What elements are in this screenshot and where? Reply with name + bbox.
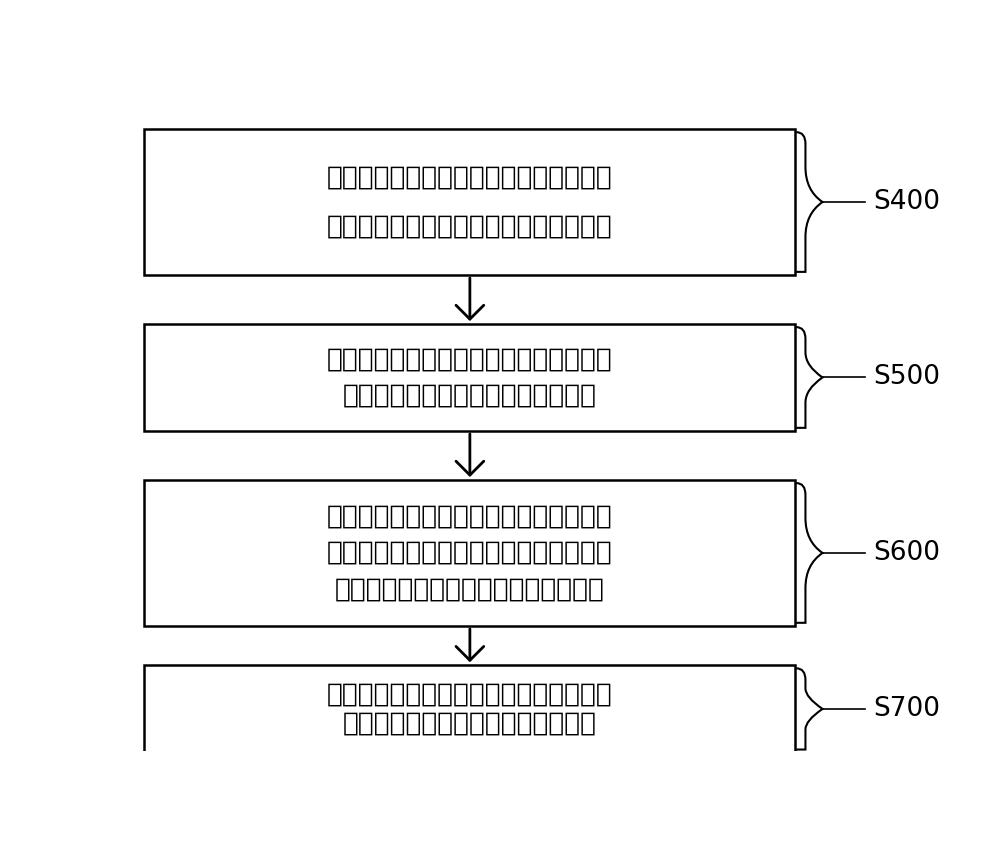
- Text: S400: S400: [873, 189, 940, 215]
- Text: 时，向电烹饪器的电磁阀发送开启控制信: 时，向电烹饪器的电磁阀发送开启控制信: [327, 540, 613, 566]
- Text: 号，并控制电烹饪器进入沸腾维持状态: 号，并控制电烹饪器进入沸腾维持状态: [335, 576, 605, 603]
- Text: S500: S500: [873, 365, 940, 391]
- Text: 当温度数据小于第一预设温度阈值时，向: 当温度数据小于第一预设温度阈值时，向: [327, 347, 613, 372]
- Text: S600: S600: [873, 540, 940, 566]
- Text: 当温度数据大于或等于第一预设温度阈值: 当温度数据大于或等于第一预设温度阈值: [327, 503, 613, 529]
- Text: 电烹饪器的电磁阀发送关闭控制信号: 电烹饪器的电磁阀发送关闭控制信号: [343, 382, 597, 408]
- Text: 当温度数据大于或等于第二预设温度阈值: 当温度数据大于或等于第二预设温度阈值: [327, 681, 613, 707]
- Text: 接收电烹饪器的温度数据采集器在电烹饪: 接收电烹饪器的温度数据采集器在电烹饪: [327, 165, 613, 191]
- Text: S700: S700: [873, 696, 940, 722]
- Bar: [144, 129, 795, 275]
- Text: 器处于烹饪状态时采集并发送的温度数据: 器处于烹饪状态时采集并发送的温度数据: [327, 214, 613, 240]
- Text: 时，控制电烹饪器进入沸腾维持状态: 时，控制电烹饪器进入沸腾维持状态: [343, 711, 597, 737]
- Bar: [144, 324, 795, 431]
- Bar: [144, 480, 795, 626]
- Bar: [144, 665, 795, 753]
